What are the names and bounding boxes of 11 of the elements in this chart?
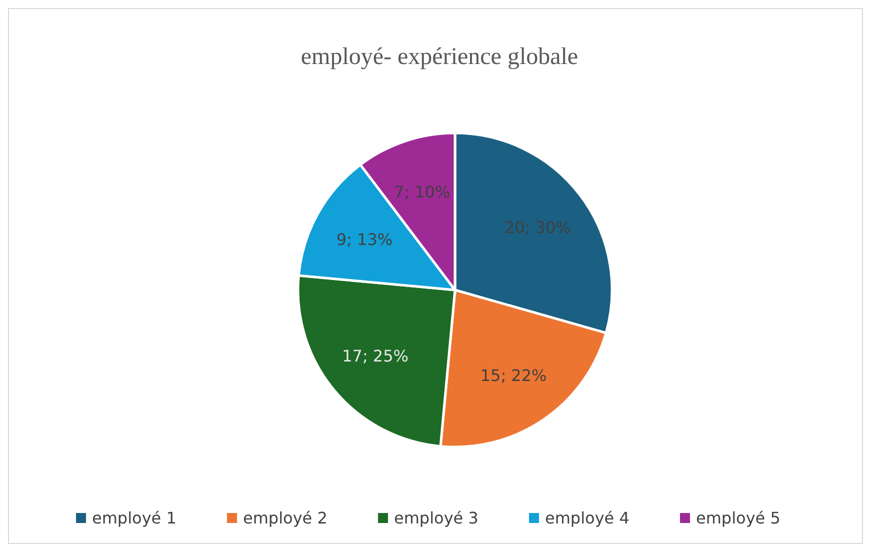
data-label: 15; 22% <box>480 366 547 385</box>
legend-label: employé 1 <box>92 508 176 528</box>
legend-label: employé 5 <box>696 508 780 528</box>
chart-title: employé- expérience globale <box>300 44 578 70</box>
data-label: 20; 30% <box>504 218 571 238</box>
data-label: 17; 25% <box>342 346 408 366</box>
legend-label: employé 4 <box>545 508 630 528</box>
data-label: 7; 10% <box>394 182 450 202</box>
legend-label: employé 3 <box>394 508 478 528</box>
legend-label: employé 2 <box>243 508 328 528</box>
data-label: 9; 13% <box>336 230 393 250</box>
